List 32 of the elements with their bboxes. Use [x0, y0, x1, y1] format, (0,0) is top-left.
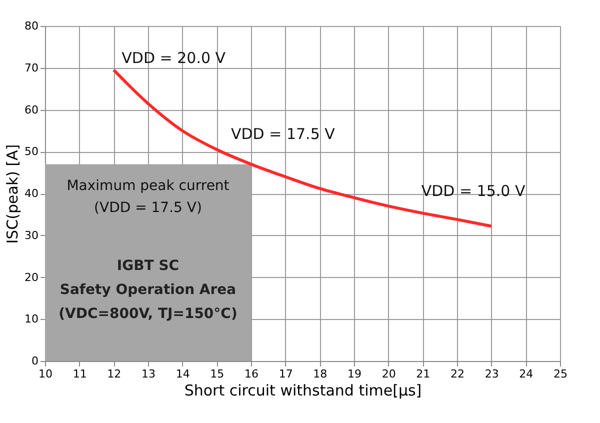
- y-tick-label: 30: [24, 228, 38, 242]
- y-tick-label: 70: [24, 61, 38, 74]
- x-tick-label: 21: [416, 368, 430, 380]
- x-tick-label: 25: [554, 368, 568, 380]
- x-tick-label: 20: [382, 368, 396, 380]
- x-tick-label: 19: [348, 368, 362, 380]
- x-tick-label: 10: [38, 368, 52, 380]
- y-tick-label: 50: [24, 145, 38, 158]
- x-tick-label: 14: [176, 368, 190, 380]
- band-label: IGBT SC Safety Operation Area (VDC=800V, TJ=150°C): [58, 258, 238, 322]
- y-tick-label: 0: [32, 354, 38, 368]
- x-tick-label: 18: [313, 368, 328, 380]
- x-tick-label: 22: [450, 368, 464, 380]
- x-tick-label: 12: [107, 368, 122, 380]
- y-tick-label: 40: [24, 187, 38, 200]
- y-tick-label: 80: [24, 20, 38, 32]
- x-tick-label: 23: [484, 368, 499, 380]
- x-tick-label: 24: [519, 368, 534, 380]
- x-axis-title: Short circuit withstand time[µs]: [184, 382, 422, 400]
- y-tick-label: 20: [24, 270, 38, 284]
- x-tick-label: 11: [72, 368, 87, 380]
- x-tick-label: 17: [278, 368, 293, 380]
- y-tick-label: 10: [24, 312, 38, 326]
- x-tick-label: 13: [142, 368, 156, 380]
- x-tick-label: 16: [244, 368, 258, 380]
- annotation: VDD = 15.0 V: [421, 182, 526, 200]
- annotation: VDD = 17.5 V: [231, 125, 336, 144]
- annotation: Maximum peak current (VDD = 17.5 V): [66, 178, 230, 216]
- y-tick-label: 60: [24, 103, 38, 116]
- y-axis-title: ISC(peak) [A]: [4, 144, 22, 244]
- annotation: VDD = 20.0 V: [122, 48, 226, 67]
- x-tick-label: 15: [210, 368, 224, 380]
